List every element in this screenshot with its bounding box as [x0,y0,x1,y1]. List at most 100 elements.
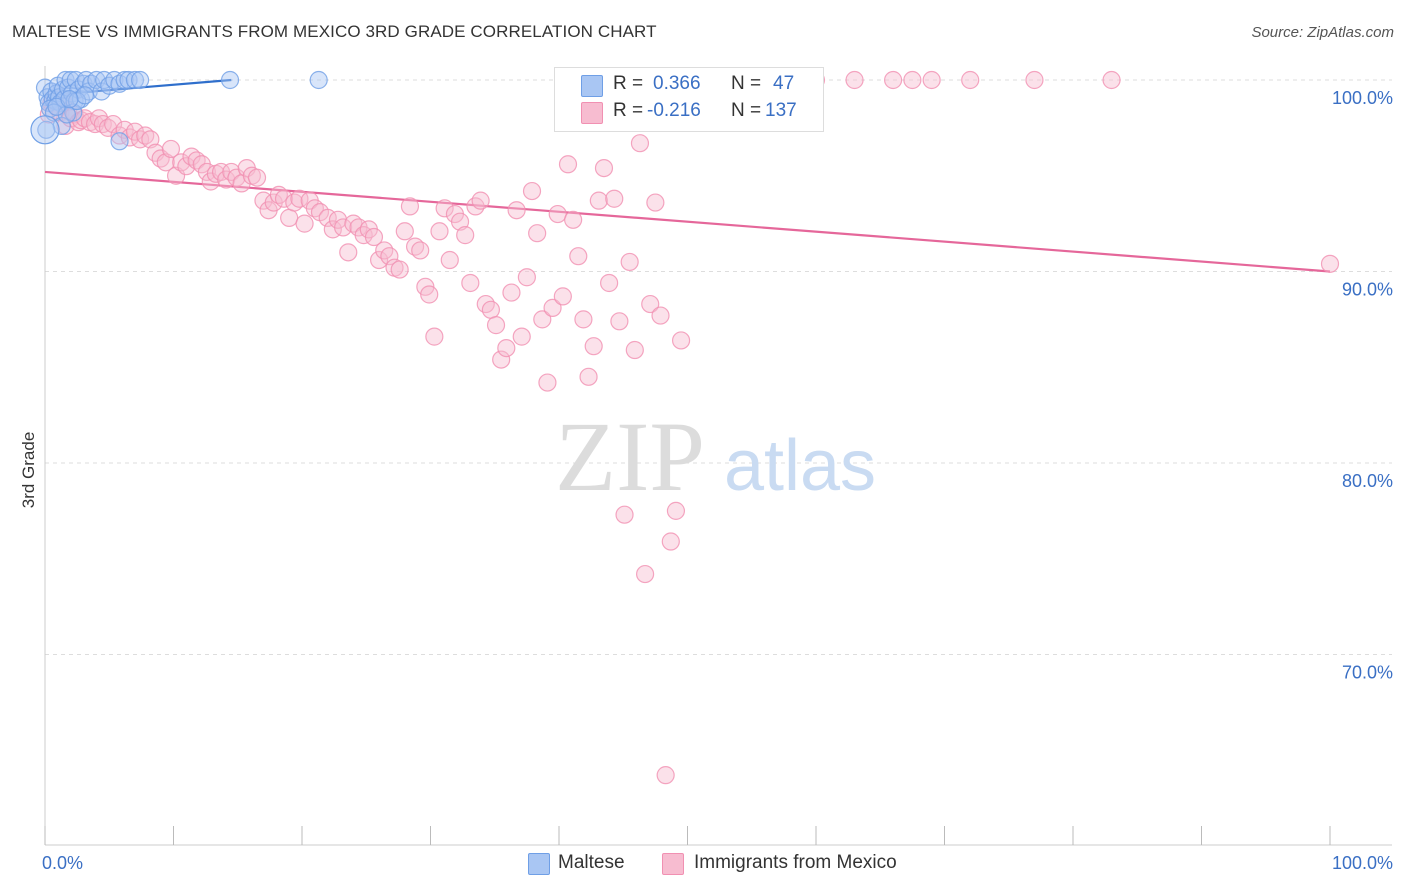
data-point [661,532,680,551]
trend-line [44,170,1331,273]
x-tick-label-min: 0.0% [42,853,83,873]
data-point [656,766,675,785]
data-point [507,201,526,220]
data-point [1025,70,1044,90]
data-point [497,339,516,358]
data-point [605,189,624,208]
legend-n-label: N = [731,73,762,94]
data-point [564,210,583,229]
chart-title: MALTESE VS IMMIGRANTS FROM MEXICO 3RD GR… [12,22,657,41]
data-point [37,120,56,139]
data-point [280,208,299,227]
data-point [104,114,123,134]
data-point [486,316,506,335]
data-point [558,155,578,174]
data-point [961,70,980,90]
y-tick-label: 100.0% [1332,88,1393,108]
source-credit: Source: ZipAtlas.com [1251,24,1394,41]
tick-labels: 100.0% 90.0% 80.0% 70.0% 0.0% 100.0% [42,88,1393,873]
data-point [197,162,217,182]
data-point [420,285,439,304]
data-point [64,103,83,122]
data-point [620,252,639,272]
data-point [512,327,531,346]
legend-swatch-maltese [581,75,603,97]
data-point [845,70,864,90]
data-point [903,70,922,90]
data-point [517,268,536,287]
data-point [610,312,629,331]
data-point [222,162,241,182]
axes [44,66,1392,846]
data-point [641,294,660,314]
data-point [247,168,267,187]
data-point [364,227,384,247]
data-point [57,105,76,124]
data-point [528,224,547,243]
data-point [635,564,655,584]
bottom-legend-swatch-maltese [528,853,550,875]
data-point [543,298,562,317]
data-point [922,70,941,90]
data-point [435,199,454,218]
data-point [574,310,593,329]
legend-r-value: -0.216 [647,100,701,121]
data-point [600,273,619,293]
data-point [630,134,650,153]
data-point [390,260,409,279]
data-point [481,300,500,319]
legend-n-value: 137 [765,100,797,121]
data-point [625,340,644,360]
data-point [553,287,572,306]
data-point [30,115,60,145]
data-point [370,250,389,270]
data-point [130,70,150,90]
data-point [594,158,614,178]
data-point [220,70,240,90]
data-point [440,250,459,270]
bottom-legend-label-mexico: Immigrants from Mexico [694,852,897,873]
data-point [666,501,686,520]
legend-swatch-mexico [581,102,603,124]
data-point [461,273,480,293]
data-point [1102,70,1121,90]
data-point [161,139,181,159]
data-point [375,241,394,260]
legend-n-label: N = [731,100,762,121]
watermark-zip: ZIP [555,401,705,512]
legend-box: R = 0.366 N = 47 R = -0.216 N = 137 [554,67,824,132]
bottom-legend-swatch-mexico [662,853,684,875]
data-point [339,243,358,262]
data-point [533,310,552,329]
data-point [883,70,903,90]
data-point [75,86,94,105]
data-point [584,337,603,356]
x-tick-label-max: 100.0% [1332,853,1393,873]
data-point [177,157,196,176]
data-point [334,218,353,237]
data-point [450,212,470,231]
data-point [579,367,598,386]
watermark: ZIP atlas [555,401,876,512]
legend-r-label: R = [613,100,644,121]
data-point [476,294,495,314]
y-tick-label: 80.0% [1342,471,1393,491]
legend-n-value: 47 [773,73,795,94]
data-point [569,247,588,266]
data-point [395,222,414,241]
data-point [274,189,294,208]
data-point [295,214,314,233]
data-point [125,70,145,90]
data-point [548,204,567,224]
data-point [430,222,449,241]
data-point [538,373,557,392]
y-tick-label: 70.0% [1342,663,1393,683]
data-point [502,283,521,302]
data-point [466,197,485,216]
data-point [471,191,490,210]
data-point [110,132,129,151]
data-point [492,350,511,369]
data-point [671,331,691,350]
data-point [156,153,175,172]
